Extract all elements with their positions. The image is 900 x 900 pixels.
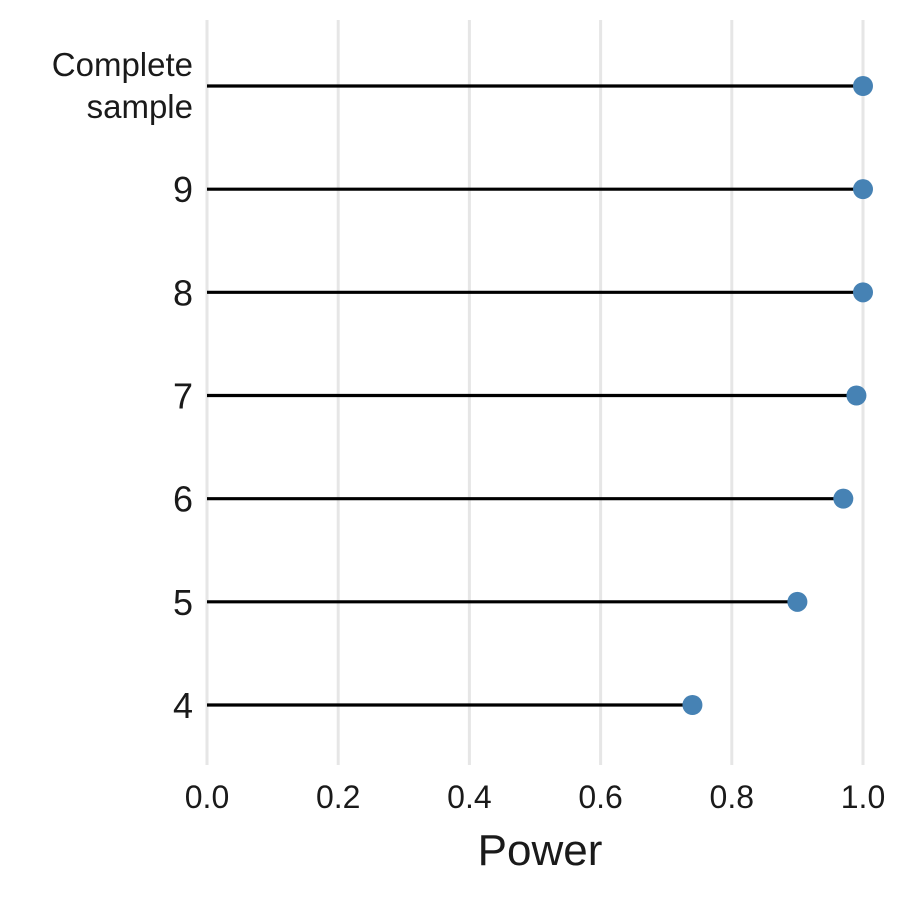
y-tick-label: 5 (173, 582, 193, 623)
x-axis-title: Power (478, 826, 603, 875)
y-tick-label: 4 (173, 685, 193, 726)
x-tick-label: 0.4 (447, 779, 491, 815)
y-tick-label: 8 (173, 272, 193, 313)
y-tick-label-line: sample (87, 88, 193, 125)
y-tick-label-line: Complete (52, 46, 193, 83)
x-tick-label: 0.2 (316, 779, 360, 815)
x-tick-label: 1.0 (841, 779, 885, 815)
gridlines (205, 20, 865, 765)
stems (207, 84, 863, 707)
x-tick-labels: 0.0 0.2 0.4 0.6 0.8 1.0 (185, 779, 885, 815)
data-point (787, 591, 808, 612)
data-point (833, 488, 854, 509)
x-tick-label: 0.8 (710, 779, 754, 815)
x-tick-label: 0.0 (185, 779, 229, 815)
y-tick-label: 9 (173, 169, 193, 210)
data-point (846, 385, 867, 406)
data-point (682, 695, 703, 715)
y-tick-label: 6 (173, 479, 193, 520)
points (682, 76, 873, 715)
data-point (853, 282, 873, 303)
y-tick-labels: Complete sample 9 8 7 6 5 4 (52, 46, 193, 726)
y-tick-label: Complete sample (52, 46, 193, 125)
data-point (853, 179, 873, 200)
x-tick-label: 0.6 (578, 779, 622, 815)
y-tick-label: 7 (173, 376, 193, 417)
data-point (853, 76, 873, 96)
